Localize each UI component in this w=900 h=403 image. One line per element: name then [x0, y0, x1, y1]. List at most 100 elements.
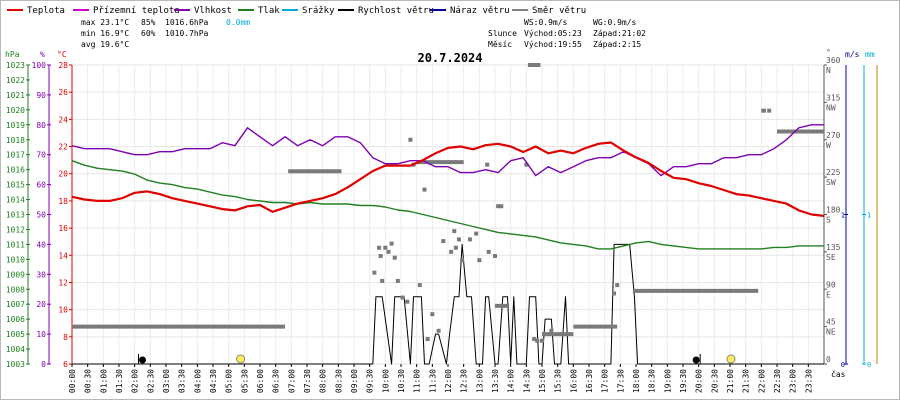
- wind-direction-point: [422, 187, 427, 192]
- stat-min-temp: min 16.9°C: [81, 29, 129, 38]
- x-tick-label: 06:00: [256, 369, 265, 393]
- hpa-tick-label: 1008: [6, 285, 25, 294]
- legend-label: Vlhkost: [194, 6, 232, 16]
- x-tick-label: 09:00: [350, 369, 359, 393]
- info-sun-label: Slunce: [488, 29, 517, 38]
- x-tick-label: 17:30: [616, 369, 625, 393]
- wind-direction-point: [467, 237, 472, 242]
- x-tick-label: 21:00: [726, 369, 735, 393]
- legend-label: Rychlost větru: [358, 6, 434, 16]
- pct-tick-label: 60: [36, 181, 46, 190]
- temp-tick-label: 12: [58, 278, 68, 287]
- x-tick-label: 03:00: [162, 369, 171, 393]
- x-tick-label: 08:00: [319, 369, 328, 393]
- info-moon-rise: Východ:19:55: [524, 40, 582, 49]
- ms-tick-label: 1: [841, 212, 845, 220]
- x-tick-label: 15:00: [538, 369, 547, 393]
- x-tick-label: 02:30: [146, 369, 155, 393]
- wind-direction-point: [532, 337, 537, 342]
- info-block: WS:0.9m/s WG:0.9m/s Slunce Východ:05:23 …: [488, 18, 646, 49]
- wind-direction-point: [395, 278, 400, 283]
- hpa-tick-label: 1013: [6, 211, 25, 220]
- dir-cardinal-label: E: [826, 290, 831, 299]
- dir-tick-label: 135: [826, 243, 841, 252]
- dir-tick-label: 270: [826, 131, 841, 140]
- stat-max-hum: 85%: [141, 18, 156, 27]
- x-tick-label: 22:30: [773, 369, 782, 393]
- info-sun-set: Západ:21:02: [593, 29, 646, 38]
- dir-cardinal-label: NW: [826, 103, 836, 112]
- legend-label: Tlak: [258, 6, 280, 16]
- sunset-marker: [726, 354, 736, 364]
- legend-label: Teplota: [27, 6, 65, 16]
- x-tick-label: 12:00: [444, 369, 453, 393]
- dir-tick-label: 0: [826, 355, 831, 364]
- wind-direction-point: [436, 328, 441, 333]
- wind-direction-point: [549, 328, 554, 333]
- x-tick-label: 07:30: [303, 369, 312, 393]
- axes-layer: 1003100410051006100710081009101010111012…: [6, 56, 878, 393]
- x-tick-label: 01:30: [115, 369, 124, 393]
- x-tick-label: 15:30: [554, 369, 563, 393]
- stats-block: max 23.1°C 85% 1016.6hPa 0.0mm min 16.9°…: [81, 18, 250, 49]
- x-tick-label: 20:00: [695, 369, 704, 393]
- pct-tick-label: 90: [36, 91, 46, 100]
- dir-tick-label: 180: [826, 206, 841, 215]
- wind-direction-point: [615, 283, 620, 288]
- wind-direction-point: [425, 337, 430, 342]
- wind-direction-point: [392, 255, 397, 260]
- temp-tick-label: 8: [63, 333, 68, 342]
- wind-direction-point: [408, 137, 413, 142]
- hpa-tick-label: 1014: [6, 196, 25, 205]
- wind-direction-point: [767, 108, 772, 113]
- pct-tick-label: 100: [32, 61, 47, 70]
- temp-tick-label: 22: [58, 143, 68, 152]
- x-tick-label: 14:30: [522, 369, 531, 393]
- pct-axis-label: %: [40, 50, 45, 59]
- ms-axis-label: m/s: [845, 50, 860, 59]
- stat-min-press: 1010.7hPa: [165, 29, 209, 38]
- temp-tick-label: 20: [58, 170, 68, 179]
- hpa-tick-label: 1017: [6, 151, 25, 160]
- legend-label: Náraz větru: [450, 6, 510, 16]
- hpa-tick-label: 1012: [6, 225, 25, 234]
- x-tick-label: 18:00: [632, 369, 641, 393]
- wind-direction-point: [441, 239, 446, 244]
- wind-direction-point: [386, 249, 391, 254]
- wind-direction-point: [485, 162, 490, 167]
- wind-direction-point: [496, 204, 501, 209]
- x-tick-label: 07:00: [287, 369, 296, 393]
- x-tick-label: 16:30: [585, 369, 594, 393]
- x-tick-label: 19:30: [679, 369, 688, 393]
- temp-tick-label: 10: [58, 306, 68, 315]
- dir-cardinal-label: SW: [826, 178, 836, 187]
- wind-direction-point: [453, 245, 458, 250]
- wind-direction-point: [535, 338, 540, 343]
- hpa-tick-label: 1005: [6, 330, 25, 339]
- hpa-tick-label: 1020: [6, 106, 25, 115]
- x-tick-label: 22:00: [757, 369, 766, 393]
- wind-direction-point: [456, 237, 461, 242]
- chart-legend: Teplota Přízemní teplota Vlhkost Tlak Srážky…: [7, 6, 586, 16]
- wind-direction-point: [524, 162, 529, 167]
- hpa-tick-label: 1018: [6, 136, 25, 145]
- temp-tick-label: 14: [58, 251, 68, 260]
- x-tick-label: 09:30: [366, 369, 375, 393]
- wind-speed-line: [72, 243, 824, 365]
- x-tick-label: 10:30: [397, 369, 406, 393]
- x-tick-label: 14:00: [507, 369, 516, 393]
- temperature-line: [71, 141, 825, 217]
- pct-tick-label: 10: [36, 330, 46, 339]
- dir-tick-label: 315: [826, 93, 841, 102]
- sunrise-marker: [236, 354, 246, 364]
- x-tick-label: 20:30: [710, 369, 719, 393]
- mm-tick-label: 0: [867, 361, 871, 369]
- wind-direction-point: [493, 254, 497, 259]
- pct-tick-label: 0: [41, 360, 46, 369]
- legend-label: Srážky: [302, 6, 335, 16]
- wind-direction-point: [474, 231, 479, 236]
- x-tick-label: 10:00: [381, 369, 390, 393]
- x-tick-label: 11:30: [428, 369, 437, 393]
- x-tick-label: 04:00: [193, 369, 202, 393]
